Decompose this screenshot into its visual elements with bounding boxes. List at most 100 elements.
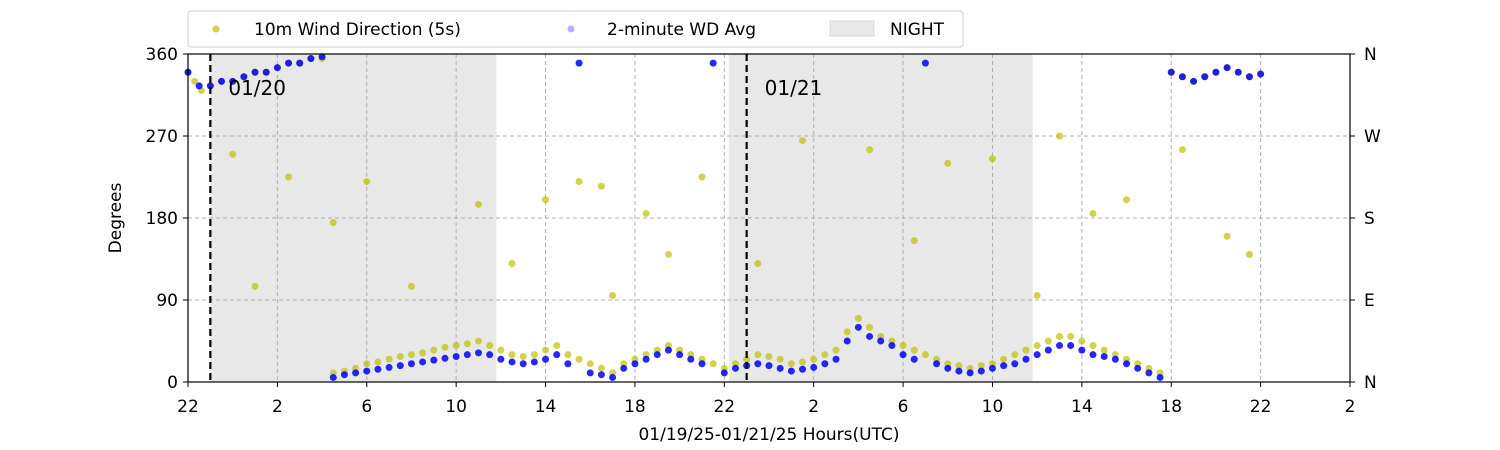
wind-direction-point [609,291,617,299]
wind-direction-point [385,355,393,363]
wd-avg-point [1123,360,1131,368]
wd-2min-avg-points [184,53,1265,381]
x-tick-label: 14 [535,397,557,417]
wind-direction-point [765,352,773,360]
x-tick-label: 14 [1071,397,1093,417]
wd-avg-point [273,64,281,72]
wd-avg-point [709,59,717,67]
wd-avg-point [1078,346,1086,354]
x-tick-label: 18 [1160,397,1182,417]
wd-avg-point [195,82,203,90]
wind-direction-point [821,351,829,359]
wind-direction-point [486,342,494,350]
wd-avg-point [441,354,449,362]
wd-avg-point [1178,73,1186,81]
x-tick-label: 22 [177,397,199,417]
legend-marker-night [829,20,875,37]
wd-avg-point [620,364,628,372]
wd-avg-point [285,59,293,67]
wd-avg-point [1044,346,1052,354]
x-tick-label: 6 [361,397,372,417]
wind-direction-point [743,355,751,363]
wd-avg-point [731,364,739,372]
x-tick-label: 22 [1250,397,1272,417]
wd-avg-point [206,82,214,90]
wd-avg-point [1201,73,1209,81]
x-tick-label: 10 [982,397,1004,417]
wind-direction-point [664,250,672,258]
wd-avg-point [262,68,270,76]
wind-direction-point [910,346,918,354]
wd-avg-point [698,360,706,368]
wd-avg-point [530,358,538,366]
wd-avg-point [218,77,226,85]
wd-avg-point [921,59,929,67]
wd-avg-point [977,367,985,375]
y-axis-label: Degrees [106,182,126,253]
wd-avg-point [676,351,684,359]
x-tick-label: 18 [624,397,646,417]
wind-direction-point [754,260,762,268]
wd-avg-point [799,365,807,373]
wind-direction-point [441,343,449,351]
wd-avg-point [463,351,471,359]
wind-direction-point [1100,346,1108,354]
y-tick-label: 90 [156,291,178,311]
day-marker-label-0: 01/20 [228,76,286,100]
wd-avg-point [575,59,583,67]
wd-avg-point [430,356,438,364]
wd-avg-point [1111,355,1119,363]
wd-avg-point [1156,373,1164,381]
legend: 10m Wind Direction (5s) 2-minute WD Avg … [187,10,964,48]
wind-direction-point [642,209,650,217]
wd-avg-point [866,332,874,340]
wd-avg-point [396,362,404,370]
wd-avg-point [843,337,851,345]
y2-tick-label: N [1364,45,1377,65]
wind-direction-point [597,182,605,190]
wd-avg-point [486,351,494,359]
x-tick-label: 2 [272,397,283,417]
wd-avg-point [497,355,505,363]
wd-avg-point [475,349,482,357]
wd-avg-point [1167,68,1175,76]
legend-label-wind-direction: 10m Wind Direction (5s) [254,20,461,40]
y2-tick-label: W [1364,127,1381,147]
wind-direction-point [1044,337,1052,345]
wind-direction-point [1078,337,1086,345]
wd-avg-point [564,360,572,368]
wd-avg-point [318,53,326,61]
legend-marker-wind-direction [212,25,220,33]
wind-direction-point [564,351,572,359]
wd-avg-point [1089,351,1097,359]
wd-avg-point [787,367,795,375]
wd-avg-point [955,367,963,375]
wind-direction-point [407,282,415,290]
wind-direction-point [944,159,952,167]
wind-direction-point [430,346,438,354]
x-tick-label: 2 [808,397,819,417]
wd-avg-point [1056,342,1063,350]
wind-direction-point [575,178,583,186]
wd-avg-point [1100,352,1108,360]
y-tick-label: 270 [146,127,178,147]
wd-avg-point [877,337,885,345]
wind-direction-point [1022,346,1030,354]
wind-direction-point [542,346,550,354]
wd-avg-point [508,358,516,366]
x-tick-label: 10 [445,397,467,417]
wd-avg-point [642,355,650,363]
wind-direction-point [1000,355,1008,363]
legend-marker-wd-avg [567,25,575,33]
wd-avg-point [597,371,605,379]
wind-direction-point [452,342,460,350]
wd-avg-point [329,373,337,381]
wind-direction-point [910,237,918,245]
wind-direction-point [977,362,985,370]
wind-direction-point [709,360,717,368]
wd-avg-point [1234,68,1242,76]
wind-direction-point [799,358,807,366]
wd-avg-point [363,367,371,375]
wd-avg-point [988,364,996,372]
